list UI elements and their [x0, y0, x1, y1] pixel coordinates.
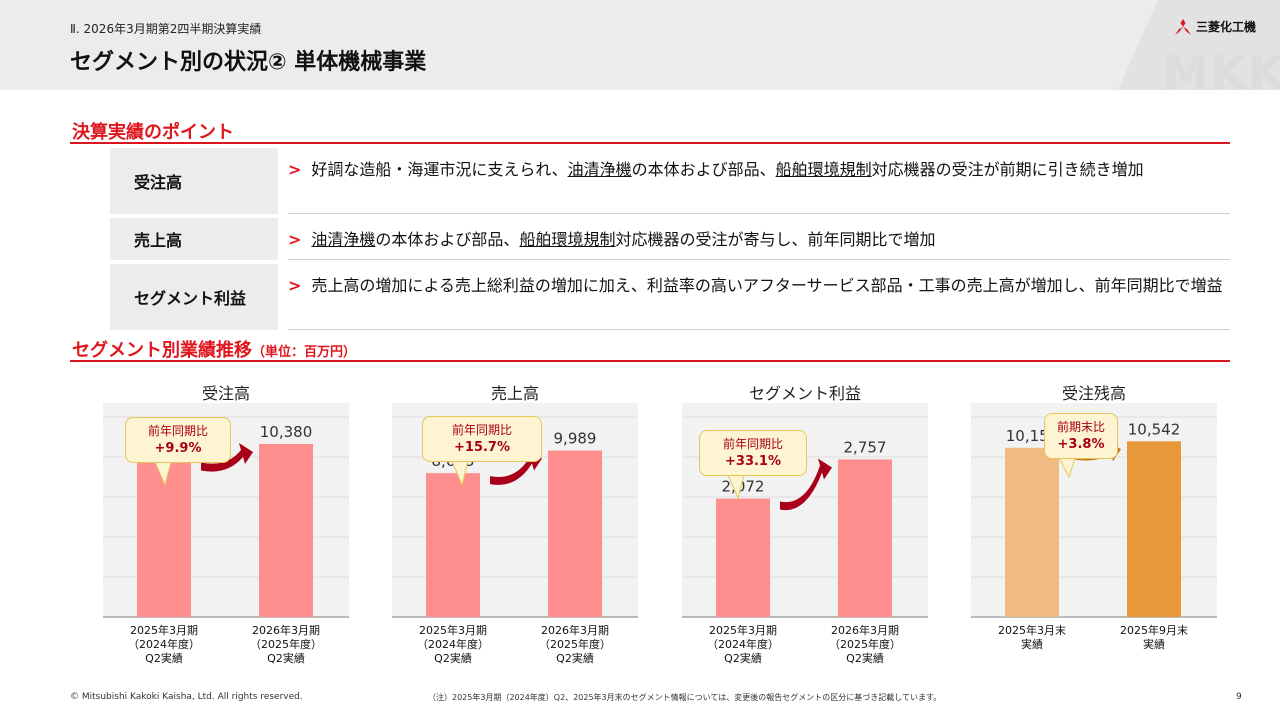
point-row-sales: 売上高 > 油清浄機の本体および部品、船舶環境規制対応機器の受注が寄与し、前年同…: [110, 218, 1230, 260]
watermark-text: MKK: [1162, 46, 1280, 90]
company-logo: 三菱化工機: [1174, 18, 1256, 35]
trend-heading-rule: [70, 360, 1230, 362]
page-number: 9: [1236, 692, 1242, 702]
data-label: 2,757: [844, 438, 887, 456]
callout-label: 前期末比: [1056, 420, 1105, 434]
trend-heading-text: セグメント別業績推移: [72, 340, 252, 361]
point-text: > 好調な造船・海運市況に支えられ、油清浄機の本体および部品、船舶環境規制対応機…: [288, 148, 1230, 214]
data-label: 10,542: [1128, 420, 1181, 438]
chevron-right-icon: >: [288, 276, 302, 295]
three-diamonds-icon: [1174, 18, 1191, 35]
slide-header: MKK Ⅱ. 2026年3月期第2四半期決算実績 セグメント別の状況② 単体機械…: [0, 0, 1280, 90]
chart-title: 売上高: [490, 384, 539, 403]
point-label: セグメント利益: [110, 264, 278, 330]
point-row-profit: セグメント利益 > 売上高の増加による売上総利益の増加に加え、利益率の高いアフタ…: [110, 264, 1230, 330]
point-sentence: 油清浄機の本体および部品、船舶環境規制対応機器の受注が寄与し、前年同期比で増加: [311, 230, 936, 249]
point-text: > 油清浄機の本体および部品、船舶環境規制対応機器の受注が寄与し、前年同期比で増…: [288, 218, 1230, 260]
callout-value: +9.9%: [154, 441, 202, 456]
growth-callout: 前年同期比 +15.7%: [422, 416, 542, 462]
data-label: 9,989: [554, 430, 597, 448]
bar-chart: 8,6339,989: [392, 416, 638, 618]
callout-value: +33.1%: [725, 454, 781, 469]
header-decoration-band: [1158, 0, 1280, 90]
bar-chart: 10,152 10,542: [971, 416, 1217, 618]
page-title: セグメント別の状況② 単体機械事業: [70, 50, 427, 75]
company-name: 三菱化工機: [1195, 20, 1256, 34]
chart-title: 受注残高: [1061, 384, 1126, 403]
bar: [548, 450, 602, 617]
copyright: © Mitsubishi Kakoki Kaisha, Ltd. All rig…: [70, 692, 303, 702]
trend-heading: セグメント別業績推移（単位：百万円）: [72, 336, 356, 362]
x-tick-label: 2025年3月期 （2024年度） Q2実績: [128, 624, 200, 665]
chevron-right-icon: >: [288, 230, 302, 249]
callout-value: +15.7%: [454, 440, 510, 455]
point-sentence: 売上高の増加による売上総利益の増加に加え、利益率の高いアフターサービス部品・工事…: [311, 276, 1223, 295]
callout-tail: [1058, 457, 1076, 479]
growth-arrow-icon: [780, 458, 832, 511]
chevron-right-icon: >: [288, 160, 302, 179]
callout-label: 前年同期比: [451, 423, 512, 437]
callout-label: 前年同期比: [147, 424, 208, 438]
point-row-orders: 受注高 > 好調な造船・海運市況に支えられ、油清浄機の本体および部品、船舶環境規…: [110, 148, 1230, 214]
growth-callout: 前年同期比 +33.1%: [699, 430, 807, 476]
callout-value: +3.8%: [1057, 437, 1105, 452]
bar: [716, 498, 770, 617]
trend-unit: （単位：百万円）: [252, 345, 357, 360]
bar: [259, 444, 313, 617]
points-heading: 決算実績のポイント: [72, 122, 234, 143]
x-tick-label: 2025年3月末 実績: [998, 624, 1066, 651]
bar: [838, 459, 892, 617]
data-label: 10,380: [260, 423, 313, 441]
x-tick-label: 2026年3月期 （2025年度） Q2実績: [539, 624, 611, 665]
bar: [1005, 447, 1059, 617]
bar: [1127, 441, 1181, 617]
growth-callout: 前期末比 +3.8%: [1044, 413, 1118, 459]
x-tick-label: 2026年3月期 （2025年度） Q2実績: [829, 624, 901, 665]
x-tick-label: 2026年3月期 （2025年度） Q2実績: [250, 624, 322, 665]
x-tick-label: 2025年9月末 実績: [1120, 624, 1188, 651]
bar: [426, 473, 480, 617]
chart-title: セグメント利益: [748, 384, 861, 403]
x-tick-label: 2025年3月期 （2024年度） Q2実績: [417, 624, 489, 665]
point-label: 受注高: [110, 148, 278, 214]
point-label: 売上高: [110, 218, 278, 260]
header-decoration: [1118, 0, 1158, 90]
chart-title: 受注高: [201, 384, 250, 403]
bar: [137, 459, 191, 617]
x-tick-label: 2025年3月期 （2024年度） Q2実績: [707, 624, 779, 665]
callout-label: 前年同期比: [722, 437, 783, 451]
growth-arrow-icon: [201, 443, 253, 472]
point-text: > 売上高の増加による売上総利益の増加に加え、利益率の高いアフターサービス部品・…: [288, 264, 1230, 330]
points-heading-rule: [70, 142, 1230, 144]
growth-callout: 前年同期比 +9.9%: [125, 417, 231, 463]
point-sentence: 好調な造船・海運市況に支えられ、油清浄機の本体および部品、船舶環境規制対応機器の…: [311, 160, 1144, 179]
footnote: （注）2025年3月期（2024年度）Q2、2025年3月末のセグメント情報につ…: [428, 693, 942, 702]
section-subtitle: Ⅱ. 2026年3月期第2四半期決算実績: [70, 22, 262, 36]
